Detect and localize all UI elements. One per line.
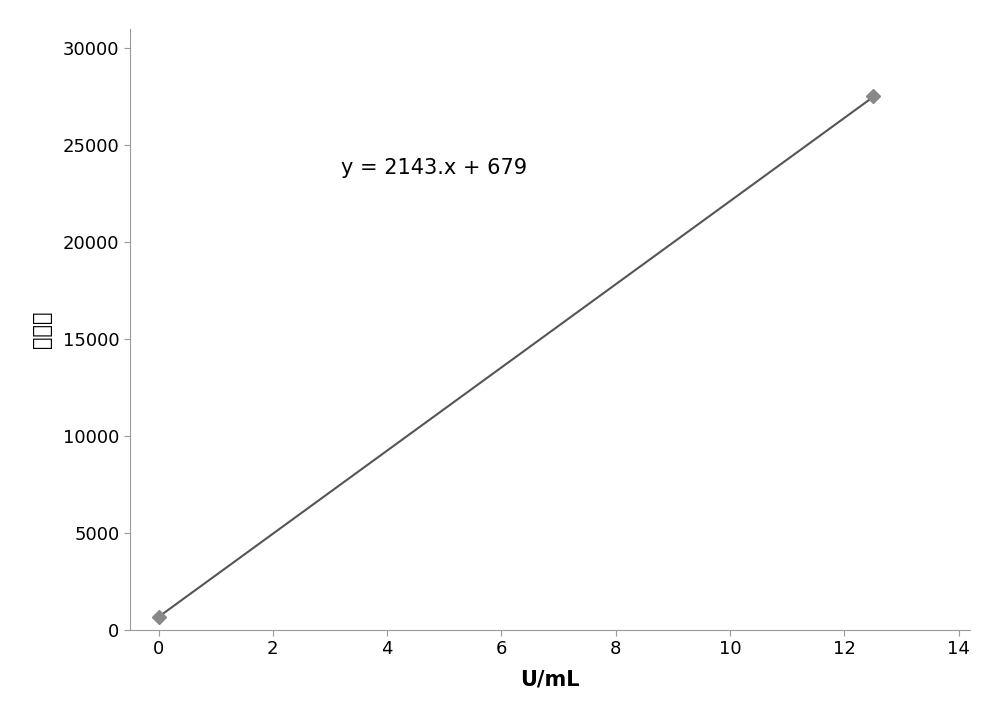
Text: y = 2143.x + 679: y = 2143.x + 679 [341, 158, 528, 178]
X-axis label: U/mL: U/mL [520, 669, 580, 690]
Y-axis label: 发光値: 发光値 [32, 311, 52, 348]
